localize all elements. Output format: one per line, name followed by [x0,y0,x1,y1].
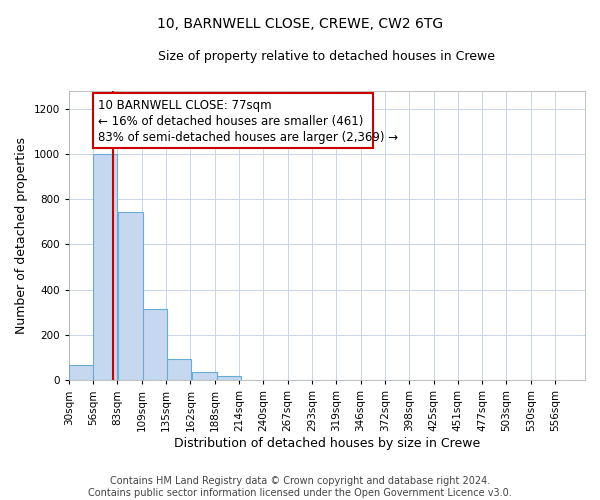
Bar [167,359,191,380]
Bar [118,212,143,380]
Text: ← 16% of detached houses are smaller (461): ← 16% of detached houses are smaller (46… [98,115,363,128]
Text: 83% of semi-detached houses are larger (2,369) →: 83% of semi-detached houses are larger (… [98,131,398,144]
Text: 10 BARNWELL CLOSE: 77sqm: 10 BARNWELL CLOSE: 77sqm [98,99,271,112]
Bar [192,372,217,380]
Bar [93,154,118,380]
Text: 10, BARNWELL CLOSE, CREWE, CW2 6TG: 10, BARNWELL CLOSE, CREWE, CW2 6TG [157,18,443,32]
Bar [69,365,93,380]
Bar [93,93,373,148]
Bar [217,376,241,380]
Title: Size of property relative to detached houses in Crewe: Size of property relative to detached ho… [158,50,496,63]
Y-axis label: Number of detached properties: Number of detached properties [15,137,28,334]
Bar [143,309,167,380]
Text: Contains HM Land Registry data © Crown copyright and database right 2024.
Contai: Contains HM Land Registry data © Crown c… [88,476,512,498]
X-axis label: Distribution of detached houses by size in Crewe: Distribution of detached houses by size … [174,437,480,450]
